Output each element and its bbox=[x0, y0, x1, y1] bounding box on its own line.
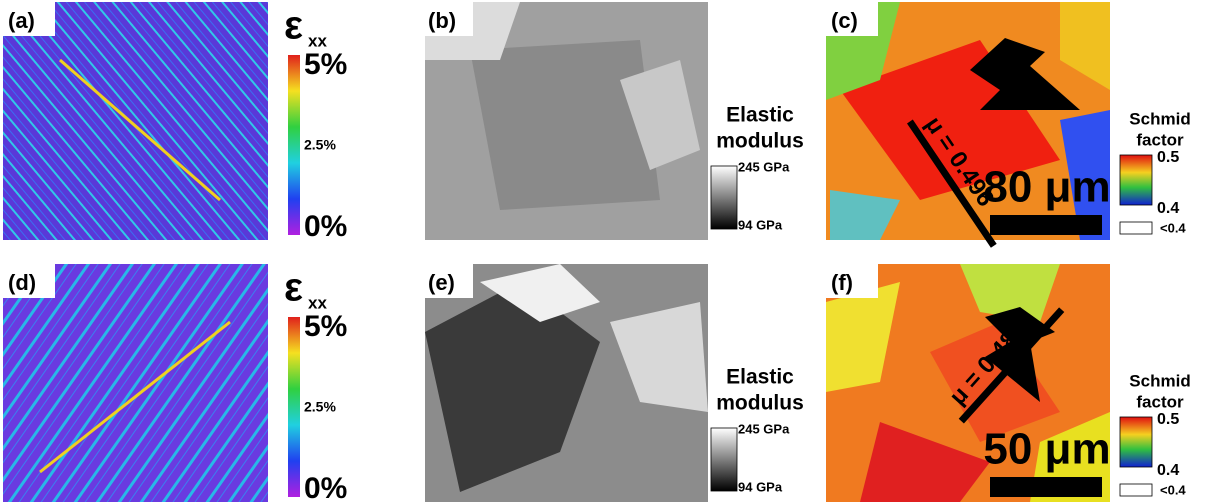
strain-colorbar bbox=[288, 55, 300, 235]
colorbar-tick: 94 GPa bbox=[738, 217, 783, 232]
strain-map bbox=[3, 2, 268, 240]
grain bbox=[826, 282, 900, 392]
colorbar-title: Elastic bbox=[726, 366, 794, 389]
colorbar-symbol: ε bbox=[284, 4, 303, 48]
modulus-colorbar bbox=[710, 165, 738, 230]
colorbar-title: modulus bbox=[716, 392, 804, 415]
colorbar-title: modulus bbox=[716, 130, 804, 153]
scale-bar-label: 50 μm bbox=[983, 425, 1110, 474]
scale-bar bbox=[990, 477, 1102, 497]
colorbar-title: Schmid bbox=[1129, 371, 1190, 390]
colorbar-tick: 5% bbox=[304, 48, 347, 81]
figure-row: (a) ε xx5% 2.5% 0% (b) Elastic modulus 245 GPa 94… bbox=[3, 2, 1191, 248]
colorbar-title: factor bbox=[1136, 130, 1184, 149]
colorbar-tick: 2.5% bbox=[304, 399, 336, 415]
label-bg bbox=[826, 264, 878, 298]
grain bbox=[830, 190, 900, 240]
grain bbox=[620, 60, 700, 170]
strain-band bbox=[39, 320, 231, 474]
schmid-colorbar bbox=[1119, 416, 1153, 468]
figure-row: (d) ε xx5% 2.5% 0% (e) Elastic modulus 245 GPa 94… bbox=[3, 264, 1191, 502]
colorbar-tick: 0.4 bbox=[1157, 462, 1179, 479]
colorbar-title: Schmid bbox=[1129, 109, 1190, 128]
below-swatch bbox=[1119, 221, 1153, 235]
label-bg bbox=[3, 264, 55, 298]
scale-bar-label: 80 μm bbox=[983, 163, 1110, 212]
colorbar-tick: 94 GPa bbox=[738, 479, 783, 494]
strain-map bbox=[3, 264, 268, 502]
label-bg bbox=[826, 2, 878, 36]
colorbar-subscript: xx bbox=[308, 293, 327, 312]
colorbar-subscript: xx bbox=[308, 31, 327, 50]
slip-trace bbox=[906, 119, 997, 248]
grain bbox=[425, 282, 600, 492]
colorbar-tick: 245 GPa bbox=[738, 421, 790, 436]
panel-label: (a) bbox=[8, 8, 35, 33]
label-bg bbox=[425, 2, 473, 36]
strain-colorbar bbox=[288, 317, 300, 497]
panel-label: (f) bbox=[831, 270, 853, 295]
colorbar-tick: 0.5 bbox=[1157, 149, 1179, 166]
panel-label: (e) bbox=[428, 270, 455, 295]
below-swatch bbox=[1119, 483, 1153, 497]
panel-label: (d) bbox=[8, 270, 36, 295]
colorbar-title: Elastic bbox=[726, 104, 794, 127]
colorbar-tick: 245 GPa bbox=[738, 159, 790, 174]
schmid-colorbar bbox=[1119, 154, 1153, 206]
colorbar-title: factor bbox=[1136, 392, 1184, 411]
colorbar-tick: 0.5 bbox=[1157, 411, 1179, 428]
panel-label: (b) bbox=[428, 8, 456, 33]
grain bbox=[860, 422, 990, 502]
colorbar-tick: <0.4 bbox=[1160, 220, 1186, 235]
grain bbox=[960, 264, 1060, 322]
grain bbox=[1060, 110, 1110, 240]
slip-trace bbox=[958, 307, 1065, 424]
modulus-colorbar bbox=[710, 427, 738, 492]
strain-band bbox=[59, 58, 221, 202]
grain bbox=[470, 40, 660, 210]
grain bbox=[1060, 2, 1110, 90]
colorbar-tick: 0% bbox=[304, 472, 347, 502]
load-arrow bbox=[970, 38, 1080, 110]
panel-label: (c) bbox=[831, 8, 858, 33]
colorbar-tick: 2.5% bbox=[304, 137, 336, 153]
grain bbox=[480, 264, 600, 322]
label-bg bbox=[425, 264, 473, 298]
colorbar-tick: 0.4 bbox=[1157, 200, 1179, 217]
colorbar-tick: 5% bbox=[304, 310, 347, 343]
label-bg bbox=[3, 2, 55, 36]
colorbar-tick: 0% bbox=[304, 210, 347, 243]
scale-bar bbox=[990, 215, 1102, 235]
colorbar-symbol: ε bbox=[284, 266, 303, 310]
grain bbox=[610, 302, 708, 412]
colorbar-tick: <0.4 bbox=[1160, 482, 1186, 497]
